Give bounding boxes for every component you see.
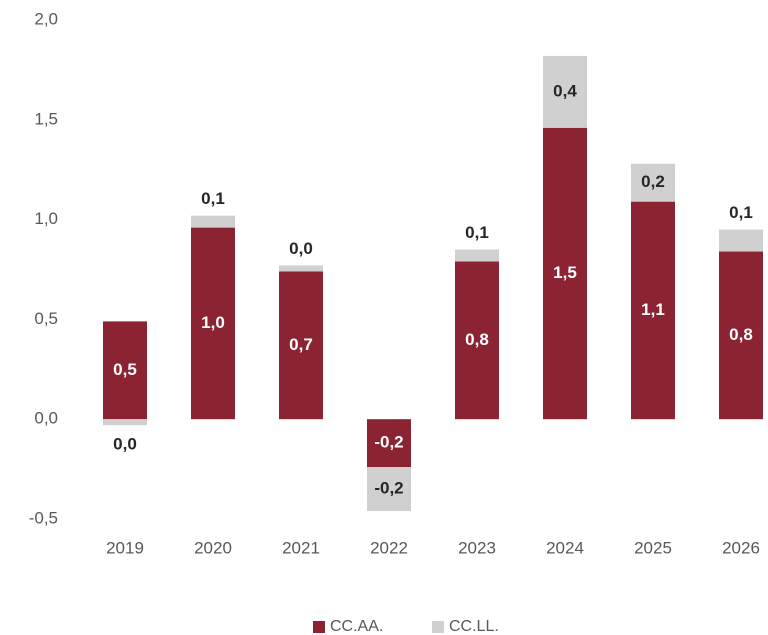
bar-segment (367, 467, 411, 512)
legend-swatch (313, 621, 325, 633)
value-label: 0,0 (289, 239, 313, 258)
value-label: 0,1 (729, 203, 753, 222)
value-label: 0,1 (465, 223, 489, 242)
value-label: 1,0 (201, 313, 225, 332)
value-label: 0,8 (465, 330, 489, 349)
y-tick-label: 1,0 (34, 209, 58, 228)
y-tick-label: 1,5 (34, 109, 58, 128)
bar-segment (455, 261, 499, 420)
x-tick-label: 2024 (546, 538, 584, 557)
bar-segment (719, 251, 763, 420)
value-label: 1,1 (641, 300, 665, 319)
bar-segment (543, 127, 587, 420)
x-tick-label: 2026 (722, 538, 760, 557)
value-label: 0,0 (113, 435, 137, 454)
bar-segment (367, 419, 411, 468)
x-tick-label: 2025 (634, 538, 672, 557)
bar-segment (279, 271, 323, 420)
legend-label: CC.AA. (330, 618, 383, 635)
value-label: 0,4 (553, 81, 577, 100)
y-tick-label: 0,5 (34, 309, 58, 328)
x-tick-label: 2022 (370, 538, 408, 557)
value-label: 0,2 (641, 172, 665, 191)
bar-segment (455, 249, 499, 262)
legend-label: CC.LL. (449, 618, 499, 635)
bar-segment (631, 201, 675, 420)
bar-segment (191, 227, 235, 420)
bar-segment (103, 321, 147, 420)
legend-swatch (432, 621, 444, 633)
value-label: 0,7 (289, 335, 313, 354)
bar-segment (279, 265, 323, 272)
value-label: 0,5 (113, 360, 137, 379)
y-tick-label: -0,5 (29, 508, 58, 527)
x-tick-label: 2023 (458, 538, 496, 557)
bar-segment (543, 55, 587, 128)
x-tick-label: 2020 (194, 538, 232, 557)
y-tick-label: 2,0 (34, 9, 58, 28)
bar-segment (631, 163, 675, 202)
bar-segment (719, 229, 763, 252)
x-tick-label: 2019 (106, 538, 144, 557)
bar-segment (103, 419, 147, 426)
value-label: -0,2 (374, 433, 403, 452)
value-label: -0,2 (374, 479, 403, 498)
x-tick-label: 2021 (282, 538, 320, 557)
bar-segment (191, 215, 235, 228)
value-label: 0,1 (201, 189, 225, 208)
value-label: 1,5 (553, 263, 577, 282)
value-label: 0,8 (729, 325, 753, 344)
y-tick-label: 0,0 (34, 409, 58, 428)
